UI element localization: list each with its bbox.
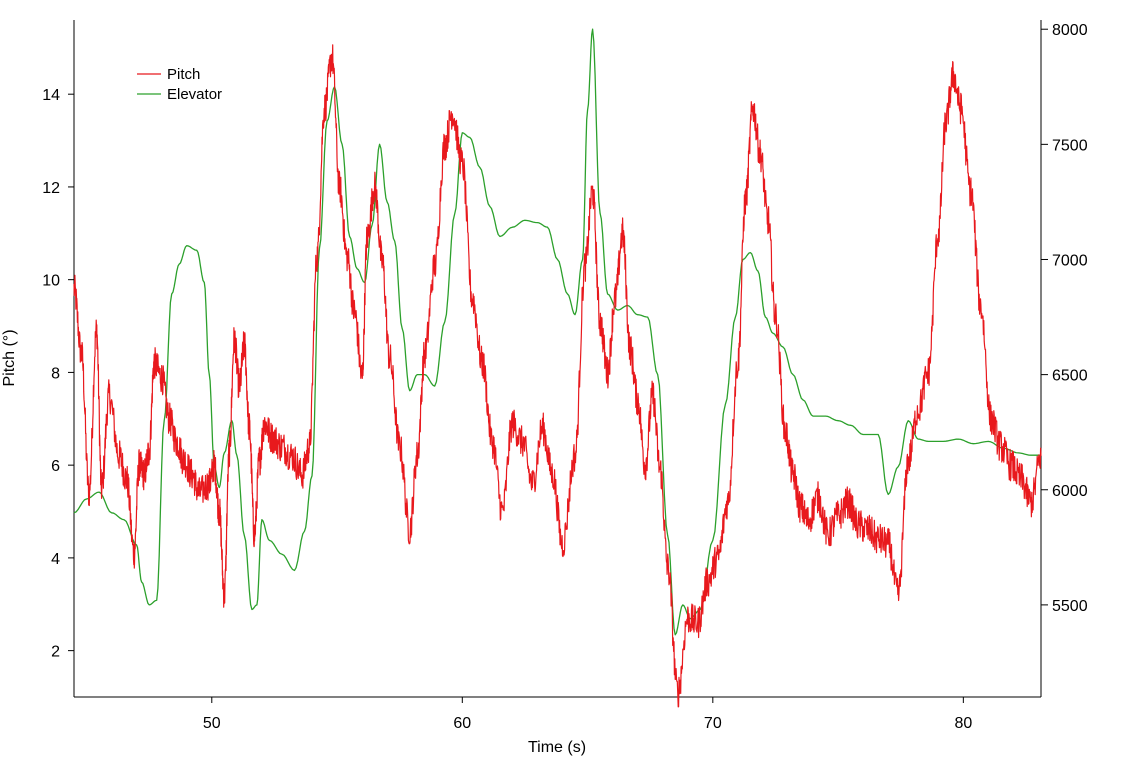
y-tick-label: 14 bbox=[42, 87, 60, 104]
legend: Pitch Elevator bbox=[137, 66, 222, 103]
y2-tick-label: 6000 bbox=[1052, 483, 1088, 500]
legend-label-pitch: Pitch bbox=[167, 66, 200, 83]
y-tick-label: 2 bbox=[51, 644, 60, 661]
x-tick-label: 80 bbox=[954, 715, 972, 732]
x-tick-label: 50 bbox=[203, 715, 221, 732]
y-tick-label: 6 bbox=[51, 458, 60, 475]
legend-label-elevator: Elevator bbox=[167, 86, 222, 103]
y2-tick-label: 6500 bbox=[1052, 368, 1088, 385]
y-tick-label: 10 bbox=[42, 273, 60, 290]
series-group bbox=[73, 28, 1042, 708]
y-axis-label: Pitch (°) bbox=[1, 329, 18, 386]
x-tick-label: 60 bbox=[453, 715, 471, 732]
y-tick-label: 8 bbox=[51, 365, 60, 382]
y2-tick-label: 8000 bbox=[1052, 22, 1088, 39]
series-line-elevator bbox=[73, 28, 1041, 636]
series-line-pitch bbox=[73, 44, 1042, 708]
y-tick-label: 4 bbox=[51, 551, 60, 568]
x-axis-label: Time (s) bbox=[528, 739, 586, 756]
y-tick-label: 12 bbox=[42, 180, 60, 197]
y2-tick-label: 5500 bbox=[1052, 598, 1088, 615]
y2-tick-label: 7500 bbox=[1052, 137, 1088, 154]
y2-tick-label: 7000 bbox=[1052, 252, 1088, 269]
x-tick-label: 70 bbox=[704, 715, 722, 732]
tick-group: 50 60 70 80 2 4 6 8 10 12 14 5500 6000 6500 7000 7500 80… bbox=[42, 22, 1087, 732]
axes bbox=[73, 20, 1042, 698]
